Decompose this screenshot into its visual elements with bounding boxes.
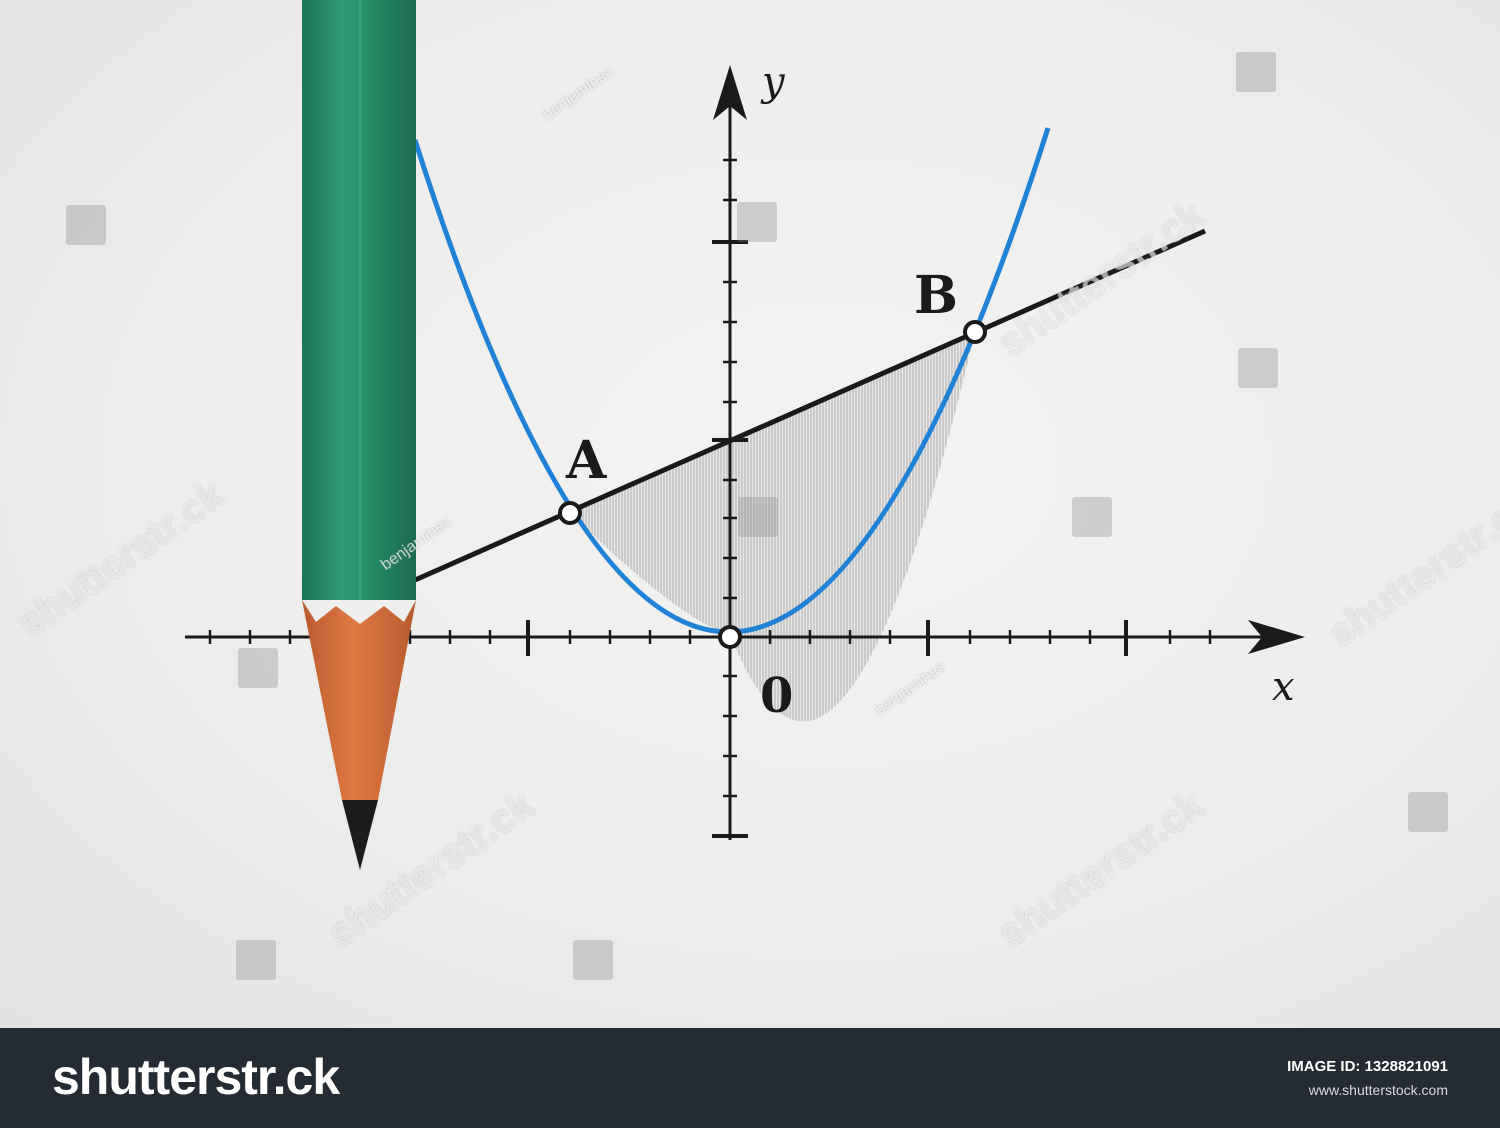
x-axis-arrow bbox=[1248, 620, 1305, 654]
pencil-lead bbox=[342, 800, 378, 870]
watermark-icon bbox=[737, 202, 777, 242]
watermark-icon bbox=[66, 205, 106, 245]
photo-area: A B 0 x y shutterstr.ck shutterstr.ck sh… bbox=[0, 0, 1500, 1028]
point-b-label: B bbox=[914, 265, 958, 326]
watermark-icon bbox=[738, 497, 778, 537]
graph-drawing: A B 0 x y bbox=[185, 0, 1305, 870]
x-axis-ticks bbox=[208, 620, 1212, 656]
watermark-icon bbox=[236, 940, 276, 980]
footer-bar: shutterstr.ck IMAGE ID: 1328821091 www.s… bbox=[0, 1028, 1500, 1128]
point-a bbox=[558, 501, 582, 525]
origin-label: 0 bbox=[760, 668, 793, 724]
pencil bbox=[302, 0, 416, 870]
y-axis-label: y bbox=[760, 59, 786, 105]
y-axis-arrow bbox=[713, 65, 747, 120]
y-axis-ticks bbox=[712, 158, 748, 838]
site-url[interactable]: www.shutterstock.com bbox=[1308, 1082, 1448, 1098]
shutterstock-logo[interactable]: shutterstr.ck bbox=[52, 1049, 340, 1105]
shaded-region bbox=[570, 332, 975, 722]
pencil-wood-tip bbox=[302, 600, 416, 800]
watermark-icon bbox=[1236, 52, 1276, 92]
point-b bbox=[963, 320, 987, 344]
secant-line bbox=[413, 228, 1207, 583]
image-id: IMAGE ID: 1328821091 bbox=[1287, 1058, 1448, 1075]
x-axis-label: x bbox=[1272, 664, 1295, 710]
watermark-icon bbox=[1408, 792, 1448, 832]
watermark-icon bbox=[573, 940, 613, 980]
origin-point bbox=[718, 625, 742, 649]
point-a-label: A bbox=[565, 430, 607, 491]
watermark-icon bbox=[1072, 497, 1112, 537]
watermark-icon bbox=[1238, 348, 1278, 388]
watermark-icon bbox=[238, 648, 278, 688]
